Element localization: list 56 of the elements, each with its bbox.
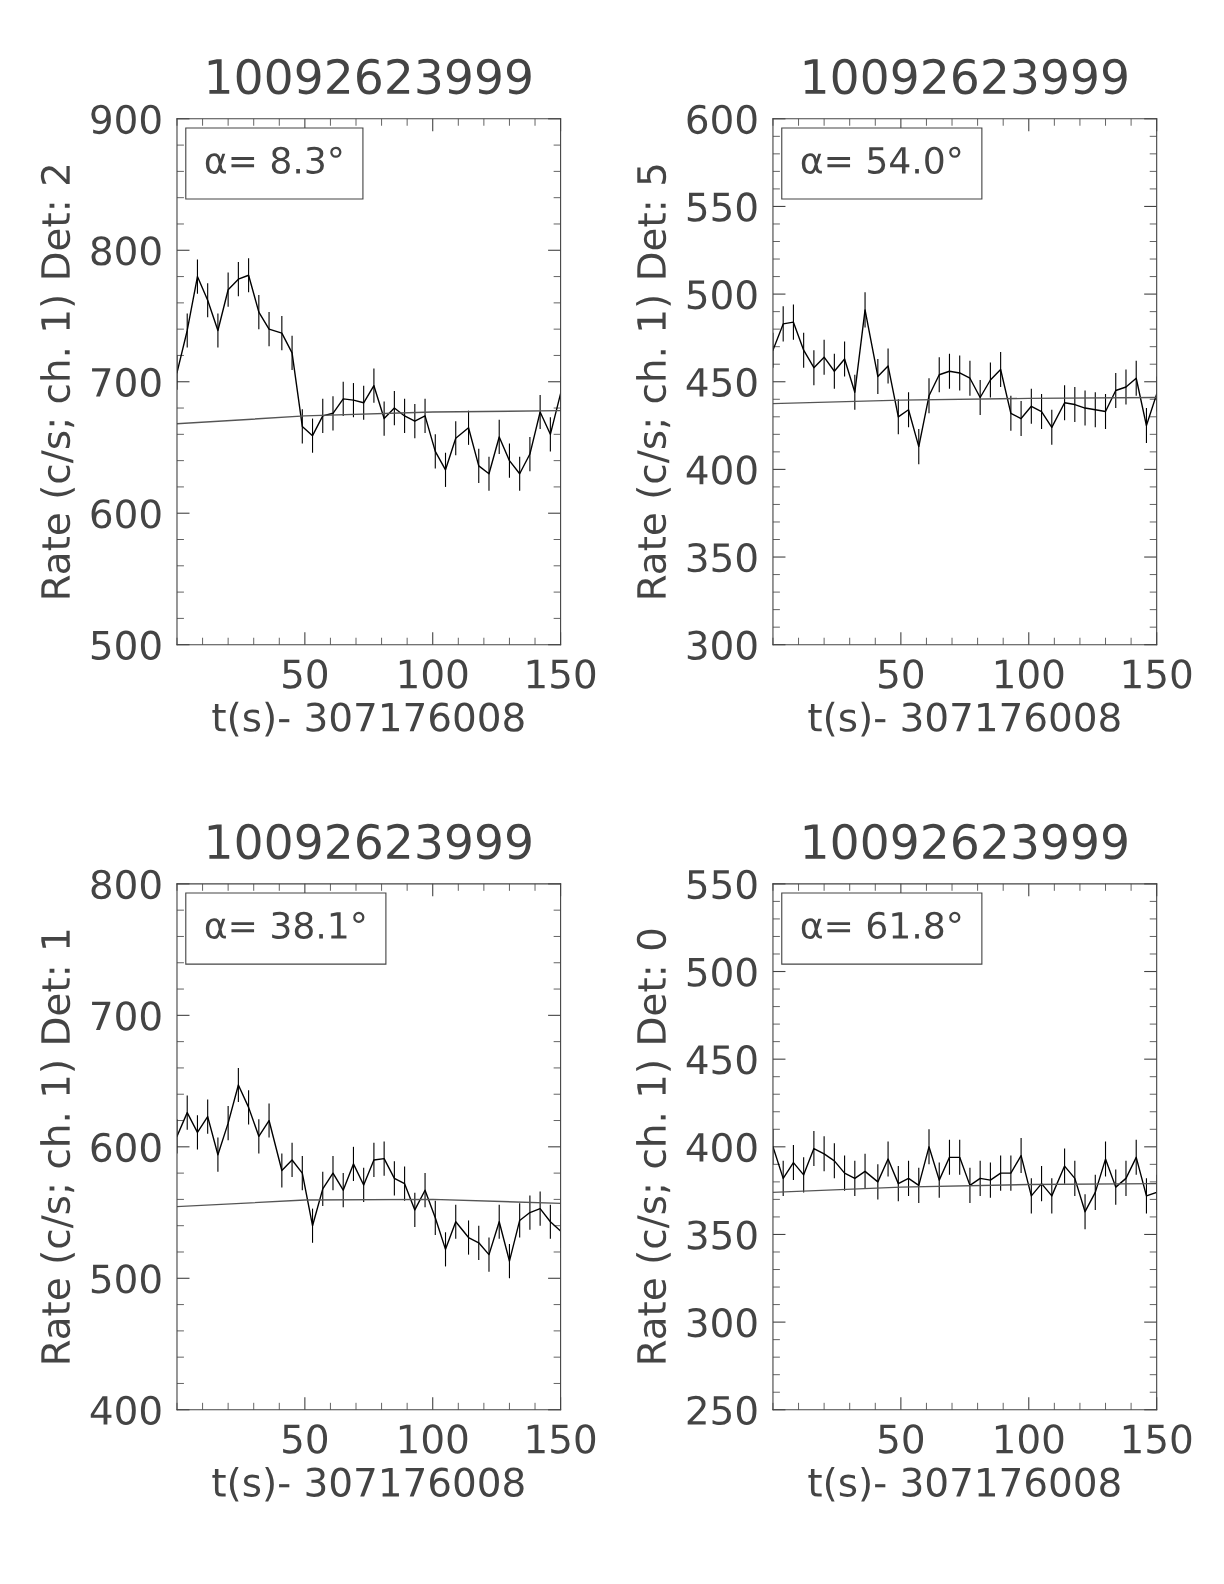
x-tick-label: 100 [399, 659, 468, 689]
y-tick-label: 450 [686, 1045, 757, 1075]
x-tick-label: 100 [995, 1424, 1064, 1454]
y-tick-label: 900 [91, 104, 161, 135]
x-tick-label: 50 [879, 659, 924, 689]
y-axis-title: Rate (c/s; ch. 1) Det: 0 [636, 929, 671, 1363]
y-axis-title: Rate (c/s; ch. 1) Det: 2 [40, 166, 75, 598]
y-tick-label: 700 [92, 1001, 161, 1031]
y-tick-label: 300 [687, 630, 757, 661]
y-tick-label: 800 [91, 869, 161, 900]
y-tick-label: 550 [687, 869, 757, 900]
annotation: α= 38.1° [205, 911, 365, 940]
y-tick-label: 350 [687, 1220, 757, 1250]
y-tick-label: 600 [687, 104, 757, 135]
chart-title: 10092623999 [208, 823, 531, 860]
line-series [772, 396, 1157, 405]
y-tick-label: 500 [91, 1264, 161, 1294]
y-tick-label: 600 [91, 499, 161, 529]
chart-title: 10092623999 [804, 58, 1127, 95]
line-series [176, 409, 561, 425]
x-tick-label: 150 [1123, 1424, 1192, 1454]
chart-title: 10092623999 [208, 58, 531, 95]
y-tick-label: 700 [92, 367, 161, 398]
x-axis-title: t(s)- 307176008 [808, 701, 1120, 737]
y-axis-title: Rate (c/s; ch. 1) Det: 5 [636, 165, 671, 598]
x-tick-label: 150 [1123, 659, 1192, 689]
line-series [176, 1198, 561, 1208]
y-tick-label: 350 [687, 542, 757, 573]
y-tick-label: 500 [91, 630, 161, 661]
x-tick-label: 50 [879, 1424, 924, 1454]
x-axis-title: t(s)- 307176008 [808, 1466, 1120, 1502]
x-axis-title: t(s)- 307176008 [212, 1466, 524, 1502]
y-tick-label: 400 [686, 455, 757, 485]
x-tick-label: 100 [399, 1424, 468, 1454]
x-tick-label: 100 [995, 659, 1064, 689]
y-axis-title: Rate (c/s; ch. 1) Det: 1 [40, 930, 75, 1363]
y-tick-label: 600 [91, 1132, 161, 1163]
y-tick-label: 800 [91, 236, 161, 266]
x-tick-label: 50 [283, 659, 328, 689]
y-tick-label: 500 [687, 280, 757, 310]
annotation: α= 54.0° [801, 146, 961, 174]
y-tick-label: 250 [687, 1395, 757, 1426]
x-tick-label: 150 [527, 1424, 596, 1454]
y-tick-label: 400 [90, 1395, 161, 1426]
x-axis-title: t(s)- 307176008 [212, 701, 524, 737]
y-tick-label: 300 [687, 1308, 757, 1338]
x-tick-label: 50 [283, 1424, 328, 1454]
y-tick-label: 550 [687, 192, 757, 222]
annotation: α= 61.8° [801, 911, 961, 940]
y-tick-label: 500 [687, 957, 757, 987]
chart-title: 10092623999 [804, 823, 1127, 860]
y-tick-label: 400 [686, 1132, 757, 1163]
y-tick-label: 450 [686, 367, 757, 398]
line-series [772, 1182, 1157, 1194]
annotation: α= 8.3° [205, 146, 342, 174]
x-tick-label: 150 [527, 659, 596, 689]
